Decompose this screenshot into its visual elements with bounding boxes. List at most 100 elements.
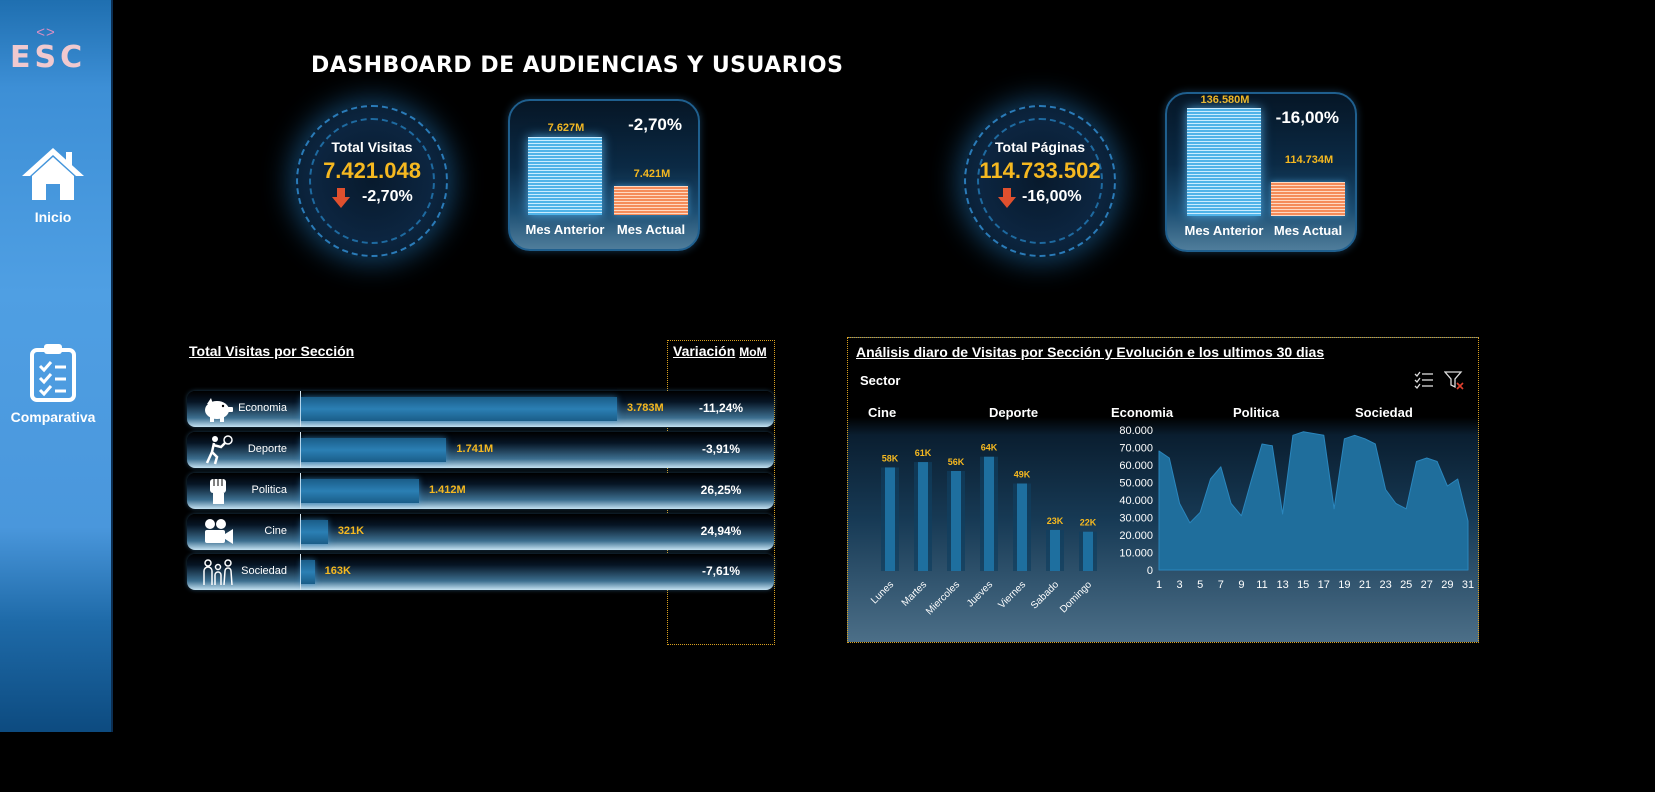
bar-data-label: 49K (1014, 470, 1031, 480)
y-tick-label: 70.000 (1119, 443, 1153, 455)
prev-value-label: 7.627M (547, 122, 585, 134)
y-tick-label: 60.000 (1119, 460, 1153, 472)
x-tick-label: Lunes (869, 579, 896, 606)
section-name: Cine (264, 525, 287, 537)
bar-data-label: 61K (915, 448, 932, 458)
movie-camera-icon (205, 519, 233, 544)
bar-sabado (1050, 529, 1060, 571)
monthly-area-chart: 80.000 70.000 60.000 50.000 40.000 30.000 20.0… (1119, 426, 1474, 591)
kpi-ring-inner (309, 118, 435, 244)
section-bar (301, 397, 617, 421)
kpi-ring-inner (977, 118, 1103, 244)
area-series (1158, 431, 1469, 571)
logo-code-icon: <> (36, 24, 56, 41)
x-tick-label: 7 (1218, 579, 1224, 591)
bar-viernes (1017, 483, 1027, 571)
x-tick-label: 21 (1359, 579, 1371, 591)
logo: ESC (10, 40, 87, 75)
section-row[interactable]: Economia 3.783M -11,24% (187, 391, 774, 427)
prev-month-label: Mes Anterior (525, 222, 605, 237)
slicer-item-economia[interactable]: Economia (1111, 405, 1174, 420)
nav-comparativa[interactable]: Comparativa (0, 342, 106, 425)
x-tick-label: 15 (1297, 579, 1309, 591)
bar-domingo (1083, 531, 1093, 571)
curr-month-bar (1271, 182, 1345, 216)
x-tick-label: Domingo (1058, 579, 1094, 615)
piggy-bank-icon (205, 398, 233, 422)
x-tick-label: 17 (1318, 579, 1330, 591)
bar-axis (300, 391, 301, 427)
section-value: 321K (337, 525, 365, 537)
x-tick-label: 29 (1441, 579, 1453, 591)
kpi-label: Total Visitas (331, 139, 413, 155)
x-tick-label: 27 (1421, 579, 1433, 591)
x-tick-label: 5 (1197, 579, 1203, 591)
bar-martes (918, 462, 928, 571)
y-tick-label: 0 (1147, 565, 1153, 577)
section-row[interactable]: Politica 1.412M 26,25% (187, 473, 774, 509)
slicer-item-deporte[interactable]: Deporte (989, 405, 1039, 420)
kpi-label: Total Páginas (995, 139, 1085, 155)
slicer-title: Sector (860, 373, 901, 388)
prev-month-bar (1187, 108, 1261, 216)
slicer-item-cine[interactable]: Cine (868, 405, 897, 420)
weekday-bar-chart: 58K Lunes 61K Martes 56K Miercoles 64K Jueves 49… (869, 443, 1097, 617)
x-tick-label: 31 (1462, 579, 1474, 591)
section-value: 3.783M (627, 402, 664, 414)
section-variation: -3,91% (701, 442, 741, 456)
prev-month-label: Mes Anterior (1184, 223, 1264, 238)
kpi-ring-outer (296, 105, 448, 257)
bar-data-label: 64K (981, 443, 998, 453)
x-tick-label: 9 (1238, 579, 1244, 591)
clear-filter-icon[interactable] (1444, 370, 1464, 390)
comparison-card-paginas: -16,00% 136.580M 114.734M Mes Anterior M… (1165, 92, 1357, 252)
section-value: 1.741M (456, 443, 494, 455)
bar-axis (300, 432, 301, 468)
x-tick-label: Miercoles (924, 579, 962, 617)
y-tick-label: 20.000 (1119, 530, 1153, 542)
slicer-item-sociedad[interactable]: Sociedad (1355, 405, 1413, 420)
section-name: Deporte (247, 443, 287, 455)
curr-value-label: 114.734M (1284, 154, 1334, 166)
arrow-down-icon (998, 188, 1016, 208)
x-tick-label: 13 (1276, 579, 1288, 591)
variation-subtitle: MoM (739, 345, 767, 359)
section-row[interactable]: Cine 321K 24,94% (187, 514, 774, 550)
curr-month-bar (614, 186, 688, 215)
section-bar (301, 560, 315, 584)
arrow-down-icon (332, 188, 350, 208)
page-title: DASHBOARD DE AUDIENCIAS Y USUARIOS (311, 53, 844, 78)
section-name: Politica (251, 484, 287, 496)
tennis-player-icon (205, 435, 233, 465)
comparison-pct: -16,00% (1275, 108, 1339, 127)
multi-select-icon[interactable] (1414, 370, 1434, 390)
section-value: 1.412M (428, 484, 466, 496)
x-tick-label: Jueves (965, 579, 995, 609)
kpi-variation: -16,00% (1022, 188, 1082, 205)
y-tick-label: 80.000 (1119, 426, 1153, 437)
comparison-card-visitas: -2,70% 7.627M 7.421M Mes Anterior Mes Ac… (508, 99, 700, 251)
bar-axis (300, 473, 301, 509)
kpi-ring-outer (964, 105, 1116, 257)
variation-title-text: Variación (673, 343, 736, 359)
home-icon (22, 148, 84, 200)
kpi-variation: -2,70% (362, 188, 413, 205)
nav-inicio-label: Inicio (34, 209, 72, 225)
kpi-total-visitas: Total Visitas 7.421.048 -2,70% (296, 105, 448, 257)
section-row[interactable]: Sociedad 163K -7,61% (187, 554, 774, 590)
y-tick-label: 40.000 (1119, 495, 1153, 507)
section-row[interactable]: Deporte 1.741M -3,91% (187, 432, 774, 468)
slicer-item-politica[interactable]: Politica (1233, 405, 1280, 420)
x-tick-label: Sabado (1029, 579, 1061, 611)
section-bar (301, 438, 447, 462)
nav-inicio[interactable]: Inicio (0, 146, 106, 225)
family-icon (203, 559, 233, 586)
y-tick-label: 10.000 (1119, 548, 1153, 560)
sidebar: <> ESC Inicio Comparativa (0, 0, 113, 732)
x-tick-label: 25 (1400, 579, 1412, 591)
prev-value-label: 136.580M (1200, 94, 1250, 106)
x-tick-label: 3 (1177, 579, 1183, 591)
bar-miercoles (951, 471, 961, 571)
section-bar (301, 479, 419, 503)
clipboard-checklist-icon (30, 344, 76, 402)
